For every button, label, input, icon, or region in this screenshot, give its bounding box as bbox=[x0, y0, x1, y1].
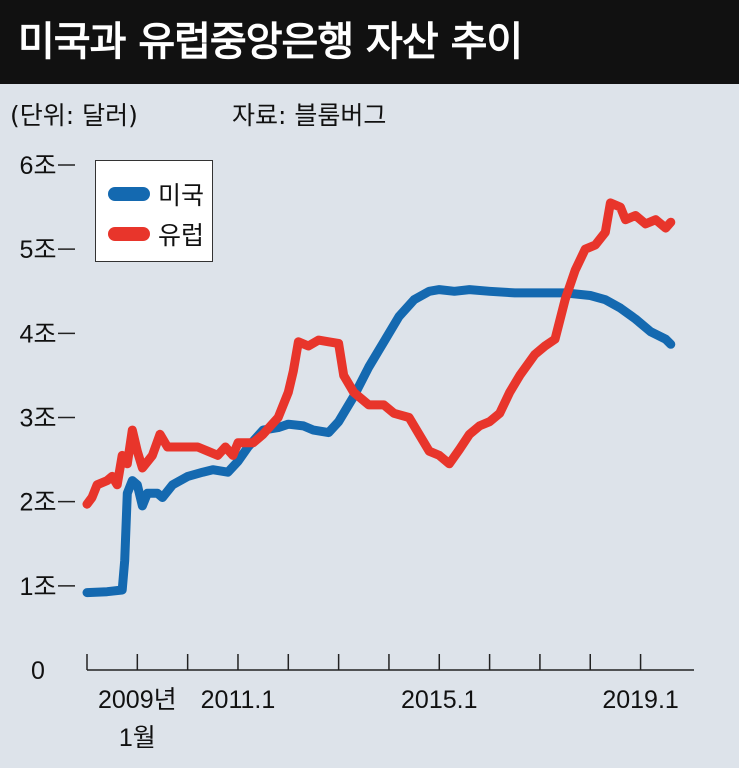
y-tick-label: 6조 bbox=[20, 152, 57, 180]
source-note: 자료: 블룸버그 bbox=[232, 101, 387, 130]
y-tick-label: 3조 bbox=[20, 405, 57, 433]
x-tick-label: 2019.1 bbox=[602, 686, 678, 714]
legend-label-eu: 유럽 bbox=[158, 221, 205, 250]
y-tick-label: 5조 bbox=[20, 236, 57, 264]
x-tick-label: 2009년 bbox=[98, 686, 177, 714]
series-line-us bbox=[82, 285, 676, 598]
y-tick-label: 0 bbox=[31, 657, 45, 685]
legend-item-eu: 유럽 bbox=[108, 219, 205, 250]
legend-label-us: 미국 bbox=[158, 181, 205, 210]
x-tick-label: 1월 bbox=[119, 724, 156, 752]
unit-note: (단위: 달러) bbox=[10, 101, 138, 130]
x-tick-label: 2015.1 bbox=[401, 686, 477, 714]
legend-swatch-eu bbox=[108, 227, 150, 241]
legend-swatch-us bbox=[108, 187, 150, 201]
series-line-eu bbox=[82, 198, 676, 509]
y-tick-label: 4조 bbox=[20, 320, 57, 348]
chart-legend: 미국 유럽 bbox=[95, 160, 213, 262]
chart-title: 미국과 유럽중앙은행 자산 추이 bbox=[0, 0, 739, 84]
series-layer bbox=[82, 198, 676, 598]
y-tick-label: 1조 bbox=[20, 573, 57, 601]
y-tick-label: 2조 bbox=[20, 489, 57, 517]
x-axis: 2009년 1월 2011.1 2015.1 2019.1 bbox=[86, 654, 694, 752]
y-axis: 6조 5조 4조 3조 2조 1조 0 bbox=[20, 152, 75, 685]
x-tick-label: 2011.1 bbox=[201, 686, 276, 714]
legend-item-us: 미국 bbox=[108, 179, 205, 210]
